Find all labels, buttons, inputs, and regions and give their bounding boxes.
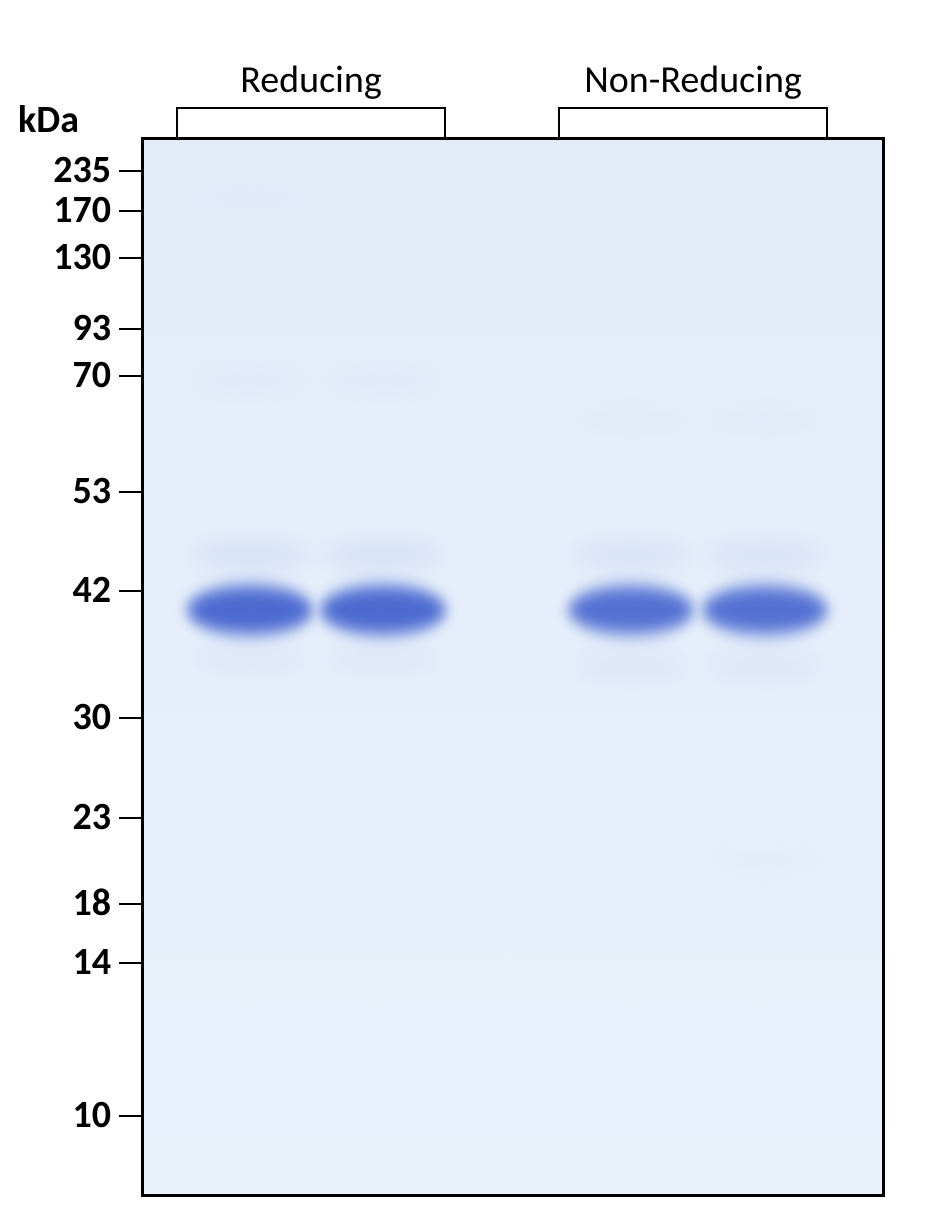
- condition-bracket-1: [176, 107, 446, 137]
- ladder-label-93: 93: [72, 305, 111, 351]
- ladder-tick-23: [119, 817, 141, 819]
- band-core-lane3: [574, 592, 688, 628]
- ladder-tick-53: [119, 491, 141, 493]
- ladder-label-42: 42: [72, 567, 111, 613]
- condition-label-non-reducing: Non-Reducing: [493, 57, 893, 103]
- faint-band-1-lane1: [195, 187, 305, 209]
- band-core-lane2: [326, 592, 440, 628]
- ladder-label-23: 23: [72, 794, 111, 840]
- ladder-tick-30: [119, 717, 141, 719]
- band-core-lane1: [193, 592, 307, 628]
- ladder-tick-235: [119, 170, 141, 172]
- kda-unit-label: kDa: [18, 97, 79, 143]
- faint-band-0-lane2: [328, 371, 438, 391]
- condition-label-reducing: Reducing: [111, 57, 511, 103]
- ladder-label-170: 170: [53, 187, 111, 233]
- ladder-label-30: 30: [72, 694, 111, 740]
- band-core-lane4: [708, 592, 822, 628]
- ladder-tick-18: [119, 903, 141, 905]
- faint-band-4-lane4: [709, 411, 821, 431]
- faint-band-3-lane3: [573, 664, 689, 686]
- ladder-tick-70: [119, 375, 141, 377]
- faint-band-2-lane4: [715, 849, 815, 873]
- ladder-label-10: 10: [72, 1092, 111, 1138]
- ladder-label-130: 130: [53, 234, 111, 280]
- ladder-label-18: 18: [72, 880, 111, 926]
- ladder-tick-10: [119, 1115, 141, 1117]
- gel-box: [141, 137, 885, 1197]
- band-bottom-smear-lane1: [190, 647, 310, 673]
- ladder-tick-130: [119, 257, 141, 259]
- ladder-tick-14: [119, 962, 141, 964]
- ladder-label-53: 53: [72, 468, 111, 514]
- ladder-tick-170: [119, 210, 141, 212]
- band-top-smear-lane2: [324, 540, 442, 570]
- band-bottom-smear-lane2: [323, 647, 443, 673]
- ladder-tick-42: [119, 590, 141, 592]
- faint-band-3-lane4: [707, 664, 823, 686]
- gel-contents: [144, 140, 882, 1194]
- faint-band-4-lane3: [575, 411, 687, 431]
- condition-bracket-2: [558, 107, 828, 137]
- band-top-smear-lane4: [706, 540, 824, 570]
- band-top-smear-lane3: [572, 540, 690, 570]
- band-top-smear-lane1: [191, 540, 309, 570]
- ladder-label-14: 14: [72, 939, 111, 985]
- gel-figure: kDa235170130937053423023181410ReducingNo…: [0, 0, 926, 1216]
- ladder-label-70: 70: [72, 352, 111, 398]
- ladder-tick-93: [119, 328, 141, 330]
- faint-band-0-lane1: [195, 371, 305, 391]
